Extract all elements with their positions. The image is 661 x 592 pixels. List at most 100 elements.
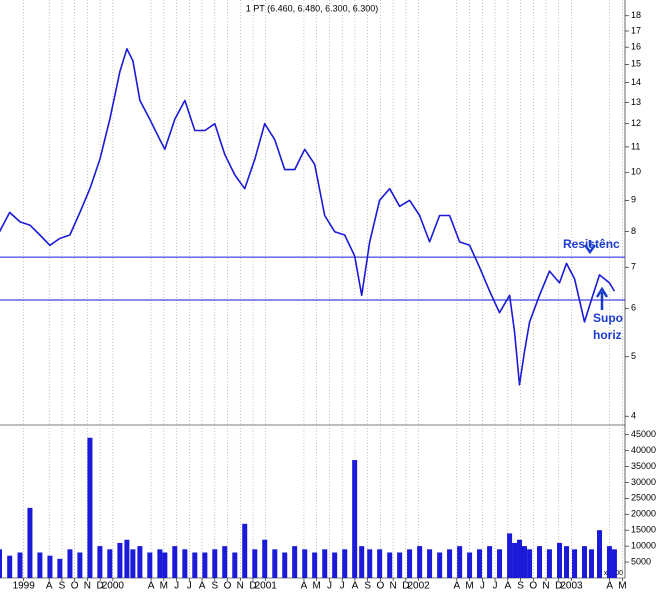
y-tick-label: 10 [631,167,641,177]
volume-bar [521,546,527,578]
volume-bar [557,542,563,578]
x-tick-label: M [465,581,473,592]
y-tick-label: 8 [631,226,636,236]
arrow-up [595,286,609,310]
volume-bar [397,552,403,578]
y-tick-label: 16 [631,42,641,52]
y-tick-label: 13 [631,97,641,107]
x-tick-label: 2002 [407,581,430,592]
x-tick-label: A [148,581,155,592]
y-tick-label: 18 [631,10,641,20]
volume-bar [407,549,413,578]
volume-bar [130,549,136,578]
x-tick-label: J [327,581,332,592]
y-tick-label: 15 [631,59,641,69]
volume-bar [162,552,168,578]
chart-title: 1 PT (6.460, 6.480, 6.300, 6.300) [246,3,378,13]
x-tick-label: 1999 [13,581,36,592]
volume-bar [232,552,238,578]
x-tick-label: M [160,581,168,592]
x-tick-label: D [249,581,256,592]
y-tick-label: 12 [631,118,641,128]
volume-bar [192,552,198,578]
volume-bar [252,549,258,578]
x-tick-label: A [352,581,359,592]
volume-bar [512,542,518,578]
volume-bar [359,546,365,578]
x-tick-label: S [211,581,218,592]
volume-bar [202,552,208,578]
volume-bar [242,523,248,578]
x-tick-label: N [237,581,244,592]
volume-bar [457,546,463,578]
annotation: horiz [593,328,622,342]
y-tick-label: 20000 [631,509,656,519]
volume-bar [332,552,338,578]
volume-bar [487,546,493,578]
volume-bar [417,546,423,578]
volume-bar [572,549,578,578]
x-tick-label: S [364,581,371,592]
x-tick-label: A [504,581,511,592]
y-tick-label: 10000 [631,541,656,551]
y-tick-label: 11 [631,141,640,151]
volume-bar [272,549,278,578]
x-tick-label: M [618,581,626,592]
volume-bar [581,546,587,578]
y-tick-label: 17 [631,25,641,35]
volume-bar [367,549,373,578]
volume-bar [67,549,73,578]
volume-bar [497,549,503,578]
y-tick-label: 6 [631,303,636,313]
volume-bar [527,549,533,578]
y-tick-label: 15000 [631,525,656,535]
volume-bar [212,549,218,578]
volume-bar [57,558,63,578]
x-tick-label: S [517,581,524,592]
volume-bar [517,539,523,578]
volume-bar [611,549,617,578]
x-tick-label: 2001 [255,581,278,592]
volume-bar [322,549,328,578]
x-tick-label: O [224,581,232,592]
x-tick-label: S [59,581,66,592]
volume-bar [352,460,358,578]
volume-bar [292,546,298,578]
x-tick-label: M [313,581,321,592]
volume-bar [342,549,348,578]
volume-bar [447,549,453,578]
x-tick-label: J [480,581,485,592]
y-tick-label: 4 [631,411,636,421]
volume-bar [7,555,13,578]
volume-bar [37,552,43,578]
x-tick-label: N [542,581,549,592]
x-tick-label: N [390,581,397,592]
y-tick-label: 5000 [631,556,651,566]
price-line [0,48,616,386]
volume-bar [124,539,130,578]
volume-bar [87,437,93,578]
volume-bar [597,530,603,578]
annotation: Supo [593,311,623,325]
plot-area [0,0,625,578]
arrow-down [583,240,597,255]
y-tick-label: 30000 [631,477,656,487]
volume-bar [222,546,228,578]
volume-bar [537,546,543,578]
volume-bar [467,552,473,578]
volume-bar [157,549,163,578]
y-tick-label: 9 [631,195,636,205]
volume-bar [546,549,552,578]
x-tick-label: 2000 [102,581,125,592]
volume-bar [0,549,2,578]
x-tick-label: J [174,581,179,592]
x-tick-label: 2003 [560,581,583,592]
x-tick-label: O [377,581,385,592]
volume-bar [282,552,288,578]
x-tick-label: A [199,581,206,592]
x-tick-label: J [493,581,498,592]
volume-bar [137,546,143,578]
x-tick-label: O [529,581,537,592]
volume-bar [77,552,83,578]
